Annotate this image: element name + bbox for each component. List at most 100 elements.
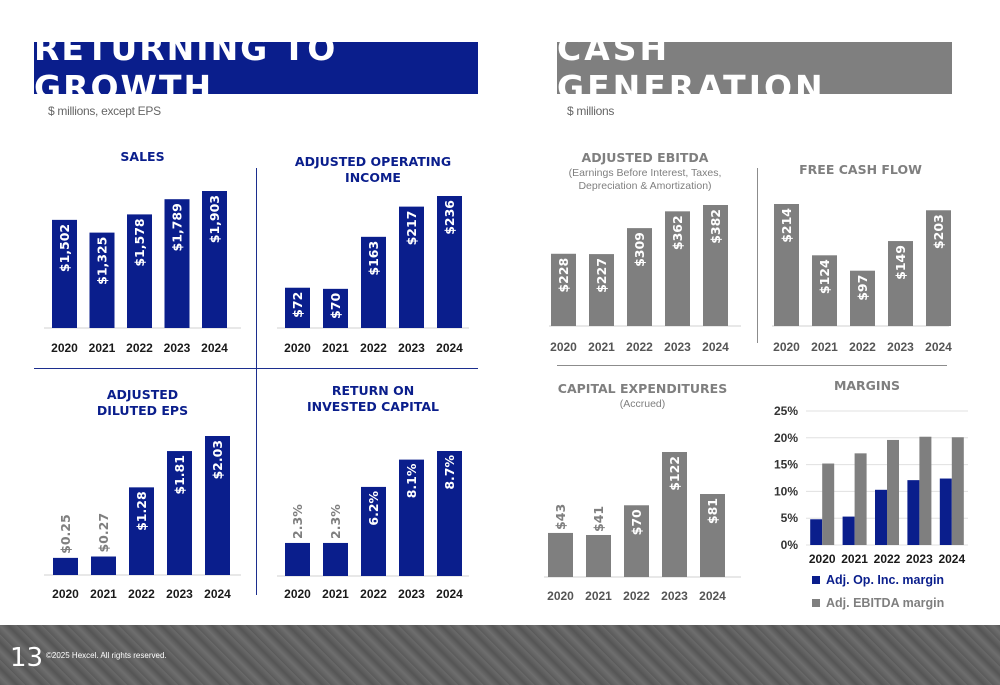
bar <box>703 205 728 326</box>
data-label: $228 <box>556 258 571 293</box>
legend-swatch-gray <box>812 599 820 607</box>
x-tick-label: 2020 <box>284 587 311 601</box>
chart-plot: $228 2020 $227 2021 $309 2022 $362 2023 $382 2024 <box>549 205 741 354</box>
chart-title-line: ADJUSTED OPERATING <box>294 154 452 169</box>
x-tick-label: 2020 <box>809 552 836 566</box>
data-label: $163 <box>366 241 381 276</box>
bar <box>887 439 899 545</box>
chart-title: SALES <box>40 149 245 165</box>
bar <box>854 453 867 545</box>
chart-plot: $214 2020 $124 2021 $97 2022 $149 2023 $203 2024 <box>772 204 952 354</box>
bar <box>850 270 875 326</box>
x-tick-label: 2023 <box>887 340 914 354</box>
data-label: 2.3% <box>328 504 343 539</box>
x-tick-label: 2023 <box>164 341 191 355</box>
bar <box>285 542 310 576</box>
bar <box>285 287 310 328</box>
data-label: $203 <box>931 214 946 249</box>
chart-title: MARGINS <box>833 378 901 393</box>
bar <box>53 557 78 575</box>
chart-title-line: ADJUSTED EBITDA <box>581 150 709 165</box>
data-label: 6.2% <box>366 490 381 525</box>
x-tick-label: 2023 <box>664 340 691 354</box>
data-label: $1,903 <box>207 195 222 243</box>
bar <box>586 534 611 577</box>
y-tick-label: 15% <box>774 458 798 472</box>
data-label: $227 <box>594 258 609 293</box>
data-label: $81 <box>705 498 720 524</box>
legend-label: Adj. Op. Inc. margin <box>826 573 945 587</box>
data-label: $214 <box>779 208 794 243</box>
sales-chart: SALES $1,502 2020 $1,325 2021 $1,578 2022 $1,78… <box>40 145 245 360</box>
legend-adj-ebitda-margin: Adj. EBITDA margin <box>812 596 944 610</box>
bar <box>437 196 462 328</box>
x-tick-label: 2024 <box>702 340 729 354</box>
chart-subtitle-line: (Earnings Before Interest, Taxes, <box>568 167 722 179</box>
capital-expenditures-chart: CAPITAL EXPENDITURES (Accrued) $43 2020 $41 2… <box>540 378 745 605</box>
chart-plot: $0.25 2020 $0.27 2021 $1.28 2022 $1.81 2023 $2.0… <box>44 436 241 601</box>
x-tick-label: 2022 <box>626 340 653 354</box>
bar <box>624 505 649 577</box>
x-tick-label: 2023 <box>661 589 688 603</box>
bar <box>437 451 462 576</box>
data-label: $122 <box>667 456 682 491</box>
bar <box>939 478 952 545</box>
x-tick-label: 2021 <box>322 341 349 355</box>
chart-title: ADJUSTED OPERATING INCOME <box>273 154 473 186</box>
x-tick-label: 2024 <box>699 589 726 603</box>
copyright-text: ©2025 Hexcel. All rights reserved. <box>46 651 167 660</box>
data-label: $149 <box>893 245 908 280</box>
right-units-note: $ millions <box>567 104 615 118</box>
data-label: 8.1% <box>404 463 419 498</box>
right-vertical-divider <box>757 168 758 343</box>
bar <box>700 494 725 577</box>
bar <box>888 241 913 326</box>
legend-label: Adj. EBITDA margin <box>826 596 945 610</box>
chart-title-line: INVESTED CAPITAL <box>307 399 439 414</box>
data-label: $97 <box>855 275 870 301</box>
bar <box>164 199 190 328</box>
x-tick-label: 2022 <box>849 340 876 354</box>
bar <box>810 519 823 545</box>
bar <box>842 516 855 545</box>
bar <box>323 542 348 576</box>
x-tick-label: 2020 <box>52 587 79 601</box>
data-label: $1.81 <box>172 455 187 495</box>
data-label: $72 <box>290 292 305 318</box>
x-tick-label: 2024 <box>436 341 463 355</box>
x-tick-label: 2024 <box>938 552 965 566</box>
chart-title: FREE CASH FLOW <box>768 162 953 178</box>
data-label: $236 <box>442 200 457 235</box>
bar <box>361 486 386 576</box>
chart-subtitle: (Earnings Before Interest, Taxes, Depreci… <box>545 167 745 193</box>
chart-title-line: SALES <box>120 149 165 164</box>
bar <box>662 452 687 577</box>
x-tick-label: 2022 <box>360 587 387 601</box>
left-units-note: $ millions, except EPS <box>48 104 161 118</box>
x-tick-label: 2021 <box>90 587 117 601</box>
bar <box>875 489 887 545</box>
bar <box>205 436 230 575</box>
data-label: $1,502 <box>57 224 72 272</box>
data-label: $2.03 <box>210 440 225 480</box>
chart-plot: 2.3% 2020 2.3% 2021 6.2% 2022 8.1% 2023 8.7% 2024 <box>277 451 469 601</box>
x-tick-label: 2021 <box>585 589 612 603</box>
bar <box>52 219 77 328</box>
x-tick-label: 2020 <box>773 340 800 354</box>
data-label: $0.27 <box>96 513 111 553</box>
adjusted-diluted-eps-chart: ADJUSTED DILUTED EPS $0.25 2020 $0.27 2021 $1.… <box>40 383 245 605</box>
cash-generation-banner: CASH GENERATION <box>557 29 952 107</box>
data-label: $41 <box>591 506 606 532</box>
data-label: $124 <box>817 259 832 294</box>
y-tick-label: 0% <box>781 538 799 552</box>
x-tick-label: 2022 <box>128 587 155 601</box>
footer-bar <box>0 625 1000 685</box>
chart-title: CAPITAL EXPENDITURES <box>540 381 745 397</box>
x-tick-label: 2024 <box>925 340 952 354</box>
x-tick-label: 2023 <box>398 341 425 355</box>
chart-title-line: RETURN ON <box>331 383 415 398</box>
x-tick-label: 2022 <box>874 552 901 566</box>
chart-title-line: ADJUSTED <box>106 387 179 402</box>
x-tick-label: 2021 <box>322 587 349 601</box>
right-horizontal-divider <box>557 365 947 366</box>
